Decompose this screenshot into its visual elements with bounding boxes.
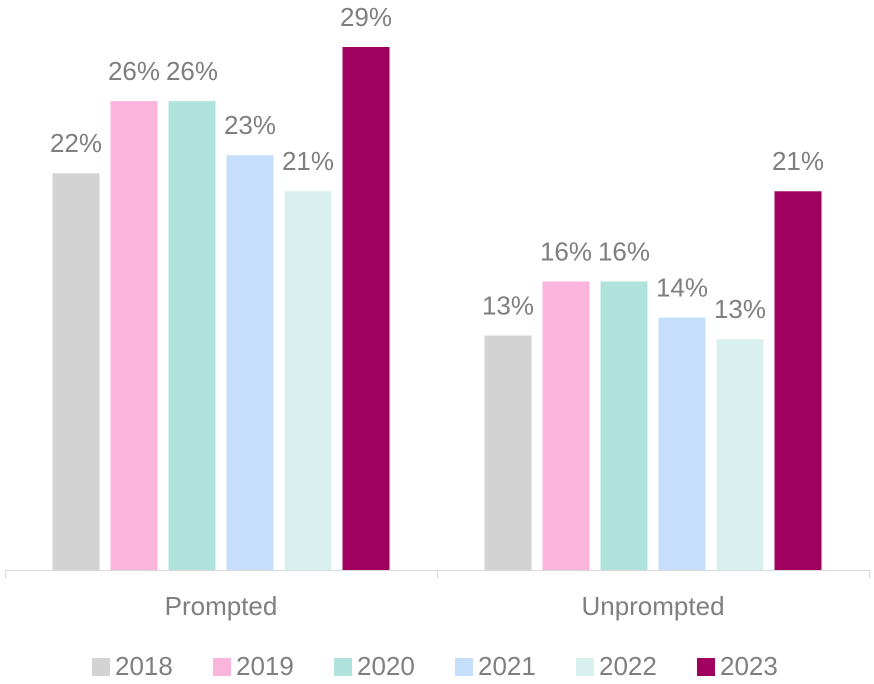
legend-swatch xyxy=(92,658,110,676)
bar xyxy=(52,173,100,570)
bar xyxy=(774,191,822,570)
data-label: 29% xyxy=(340,2,392,32)
bar xyxy=(284,191,332,570)
data-label: 14% xyxy=(656,272,708,302)
x-tick-label: Unprompted xyxy=(581,591,724,621)
bar xyxy=(484,335,532,570)
legend-swatch xyxy=(697,658,715,676)
legend-label: 2019 xyxy=(236,651,294,681)
legend-swatch xyxy=(213,658,231,676)
legend-swatch xyxy=(576,658,594,676)
legend-label: 2020 xyxy=(357,651,415,681)
bar xyxy=(716,339,764,570)
data-label: 22% xyxy=(50,128,102,158)
bar xyxy=(168,101,216,570)
bar xyxy=(226,155,274,570)
legend-label: 2018 xyxy=(115,651,173,681)
bar xyxy=(342,47,390,570)
data-label: 13% xyxy=(482,290,534,320)
bar xyxy=(658,317,706,570)
legend-label: 2021 xyxy=(478,651,536,681)
bar xyxy=(600,281,648,570)
data-label: 21% xyxy=(772,146,824,176)
data-label: 26% xyxy=(108,56,160,86)
x-tick-label: Prompted xyxy=(165,591,278,621)
bar xyxy=(542,281,590,570)
data-label: 16% xyxy=(598,236,650,266)
legend-label: 2022 xyxy=(599,651,657,681)
data-label: 16% xyxy=(540,236,592,266)
data-label: 26% xyxy=(166,56,218,86)
legend-swatch xyxy=(334,658,352,676)
data-label: 23% xyxy=(224,110,276,140)
data-label: 21% xyxy=(282,146,334,176)
legend-label: 2023 xyxy=(720,651,778,681)
data-label: 13% xyxy=(714,294,766,324)
legend-swatch xyxy=(455,658,473,676)
bar xyxy=(110,101,158,570)
